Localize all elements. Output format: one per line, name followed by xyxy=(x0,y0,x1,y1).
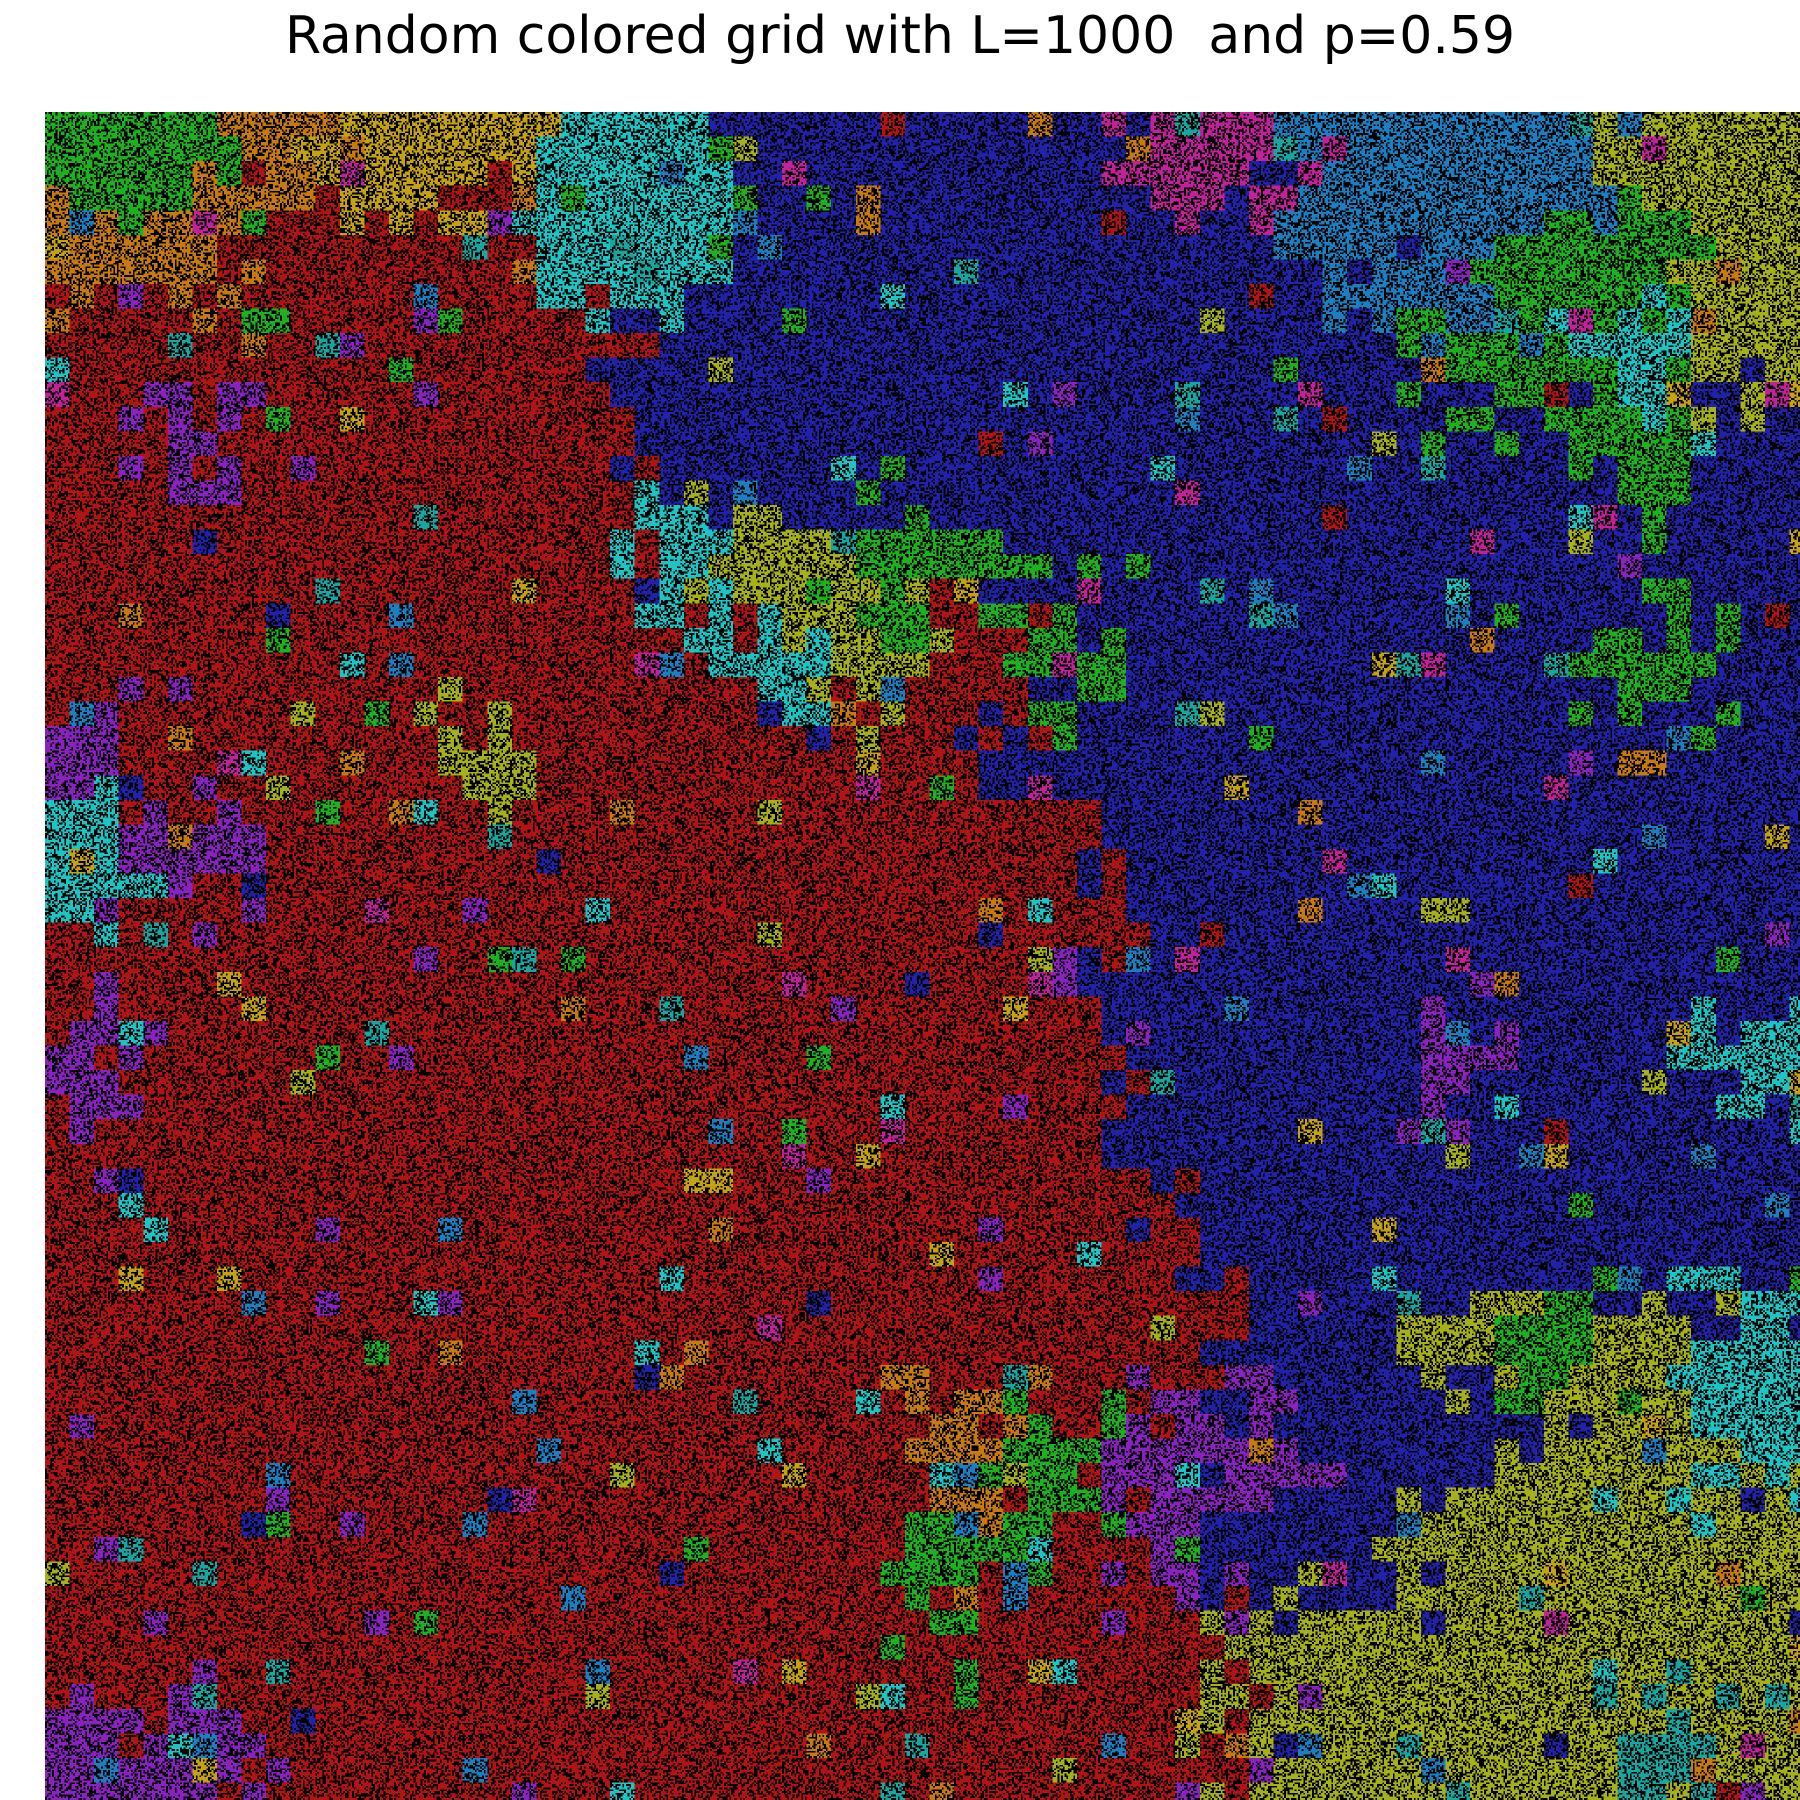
chart-title: Random colored grid with L=1000 and p=0.… xyxy=(284,6,1516,66)
percolation-grid-plot xyxy=(45,112,1800,1800)
percolation-grid-canvas xyxy=(45,112,1800,1800)
